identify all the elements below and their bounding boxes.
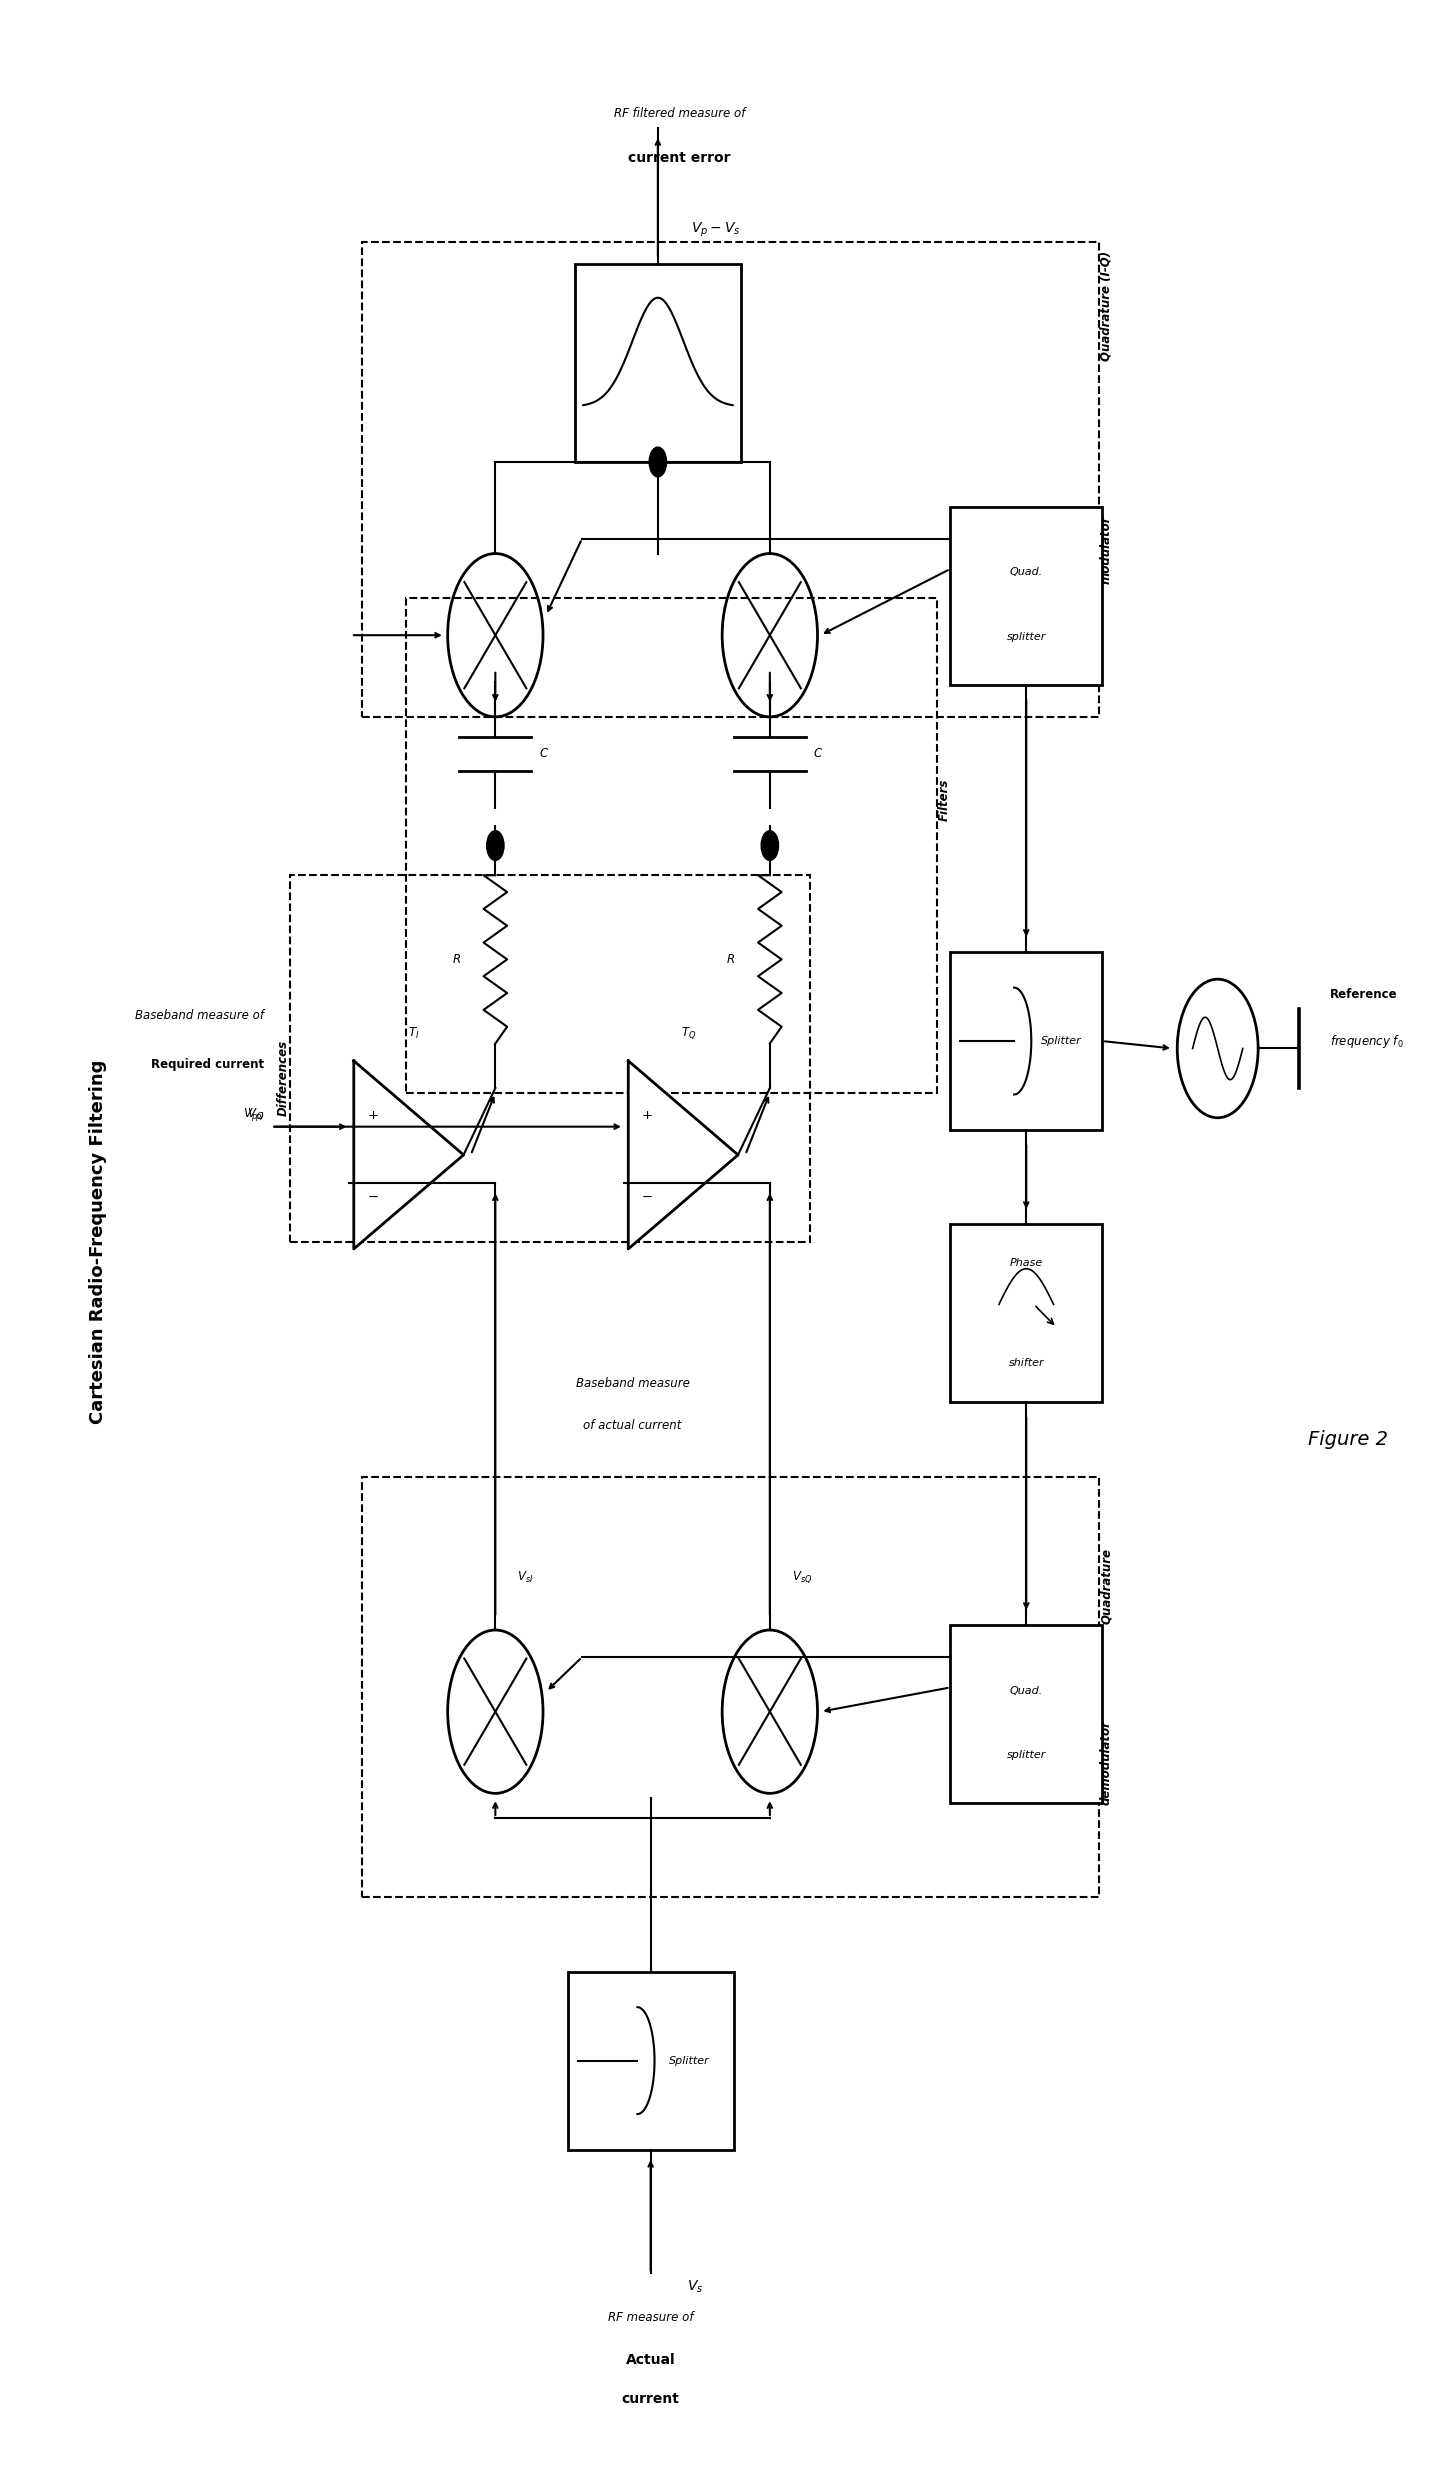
Text: $V_{sI}$: $V_{sI}$ <box>517 1569 533 1587</box>
Bar <box>405 598 937 1093</box>
Bar <box>568 1972 734 2150</box>
Text: $R$: $R$ <box>452 953 461 966</box>
Text: Baseband measure: Baseband measure <box>575 1378 690 1390</box>
Bar <box>362 1477 1100 1897</box>
Text: Figure 2: Figure 2 <box>1308 1430 1388 1450</box>
Bar <box>950 1224 1103 1403</box>
Text: Splitter: Splitter <box>668 2056 709 2066</box>
Polygon shape <box>353 1060 464 1249</box>
Text: +: + <box>368 1110 378 1122</box>
Text: RF measure of: RF measure of <box>607 2312 693 2324</box>
Text: Quadrature (I-Q): Quadrature (I-Q) <box>1100 251 1113 360</box>
Text: Reference: Reference <box>1331 988 1398 1001</box>
Circle shape <box>487 832 504 862</box>
Text: Cartesian Radio-Frequency Filtering: Cartesian Radio-Frequency Filtering <box>89 1060 108 1423</box>
Text: $V_{sQ}$: $V_{sQ}$ <box>792 1569 812 1587</box>
Text: $R$: $R$ <box>726 953 735 966</box>
Text: $C$: $C$ <box>814 747 824 760</box>
Text: Quad.: Quad. <box>1010 569 1043 579</box>
Text: $C$: $C$ <box>539 747 549 760</box>
Bar <box>362 241 1100 718</box>
Text: Baseband measure of: Baseband measure of <box>135 1008 264 1023</box>
Text: $V_s$: $V_s$ <box>687 2279 703 2294</box>
Bar <box>950 507 1103 685</box>
Text: Differences: Differences <box>276 1040 289 1117</box>
Text: splitter: splitter <box>1007 1751 1046 1760</box>
Bar <box>950 1624 1103 1803</box>
Circle shape <box>649 447 667 477</box>
Text: Actual: Actual <box>626 2351 676 2366</box>
Text: Quadrature: Quadrature <box>1100 1547 1113 1624</box>
Bar <box>575 263 741 462</box>
Text: frequency $f_0$: frequency $f_0$ <box>1331 1033 1404 1050</box>
Bar <box>291 874 811 1242</box>
Text: −: − <box>642 1192 652 1204</box>
Text: $T_Q$: $T_Q$ <box>681 1025 696 1040</box>
Text: Required current: Required current <box>151 1058 264 1070</box>
Bar <box>950 951 1103 1130</box>
Text: demodulator: demodulator <box>1100 1721 1113 1805</box>
Text: current: current <box>622 2391 680 2406</box>
Text: +: + <box>642 1110 652 1122</box>
Text: current error: current error <box>628 151 731 164</box>
Polygon shape <box>628 1060 738 1249</box>
Text: modulator: modulator <box>1100 516 1113 584</box>
Text: Phase: Phase <box>1010 1259 1043 1269</box>
Text: $V_p - V_s$: $V_p - V_s$ <box>692 221 741 238</box>
Text: Splitter: Splitter <box>1040 1035 1081 1045</box>
Text: −: − <box>368 1192 379 1204</box>
Text: shifter: shifter <box>1008 1358 1045 1368</box>
Text: $T_I$: $T_I$ <box>408 1025 420 1040</box>
Text: $V_{pQ}$: $V_{pQ}$ <box>243 1105 264 1122</box>
Text: Quad.: Quad. <box>1010 1686 1043 1696</box>
Text: of actual current: of actual current <box>584 1420 681 1433</box>
Text: splitter: splitter <box>1007 631 1046 641</box>
Text: Filters: Filters <box>939 780 952 822</box>
Circle shape <box>761 832 779 862</box>
Text: RF filtered measure of: RF filtered measure of <box>613 107 745 122</box>
Text: $V_{pI}$: $V_{pI}$ <box>247 1105 264 1122</box>
